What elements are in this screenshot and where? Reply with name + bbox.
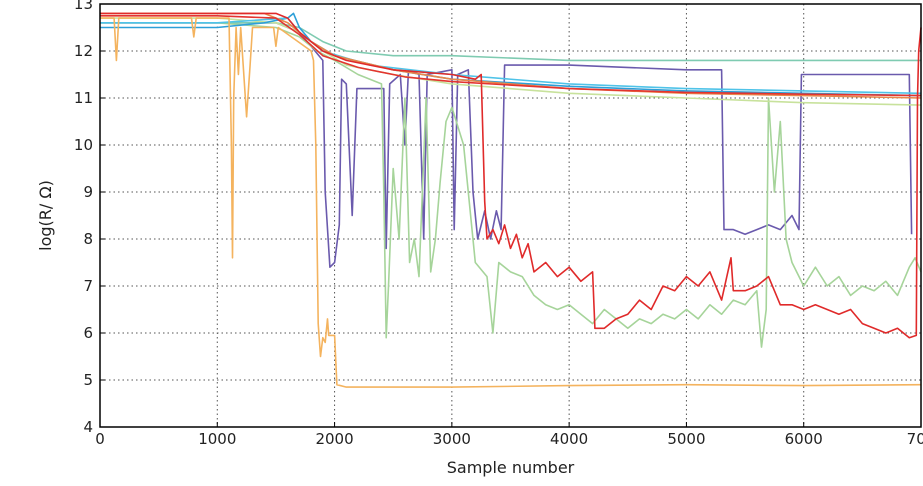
- y-tick-label: 12: [74, 42, 93, 60]
- x-tick-label: 2000: [315, 430, 353, 448]
- series-line-1: [100, 22, 913, 268]
- x-tick-label: 1000: [198, 430, 236, 448]
- x-tick-label: 4000: [550, 430, 588, 448]
- x-tick-label: 6000: [785, 430, 823, 448]
- y-tick-label: 5: [83, 371, 93, 389]
- y-tick-label: 10: [74, 136, 93, 154]
- y-tick-label: 11: [74, 89, 93, 107]
- x-tick-label: 700: [907, 430, 923, 448]
- x-axis-label: Sample number: [447, 458, 575, 477]
- x-tick-label: 0: [95, 430, 105, 448]
- y-tick-label: 6: [83, 324, 93, 342]
- grid: [100, 4, 921, 427]
- y-tick-label: 4: [83, 418, 93, 436]
- y-tick-label: 9: [83, 183, 93, 201]
- ticks: 0 1000 2000 3000 4000 5000 6000 700 4 5 6 7 8 9 10 11 12…: [74, 0, 923, 448]
- x-tick-label: 5000: [667, 430, 705, 448]
- y-tick-label: 8: [83, 230, 93, 248]
- series-line-9: [100, 12, 922, 339]
- series-line-8: [100, 17, 922, 388]
- y-axis-label: log(R/ Ω): [36, 180, 55, 251]
- series-lines: [100, 12, 922, 388]
- series-line-10: [100, 15, 922, 97]
- series-line-3: [100, 22, 921, 62]
- series-line-2: [100, 22, 922, 348]
- plot-frame: [99, 3, 922, 428]
- y-tick-label: 7: [83, 277, 93, 295]
- series-line-4: [100, 17, 922, 106]
- x-tick-label: 3000: [433, 430, 471, 448]
- y-tick-label: 13: [74, 0, 93, 13]
